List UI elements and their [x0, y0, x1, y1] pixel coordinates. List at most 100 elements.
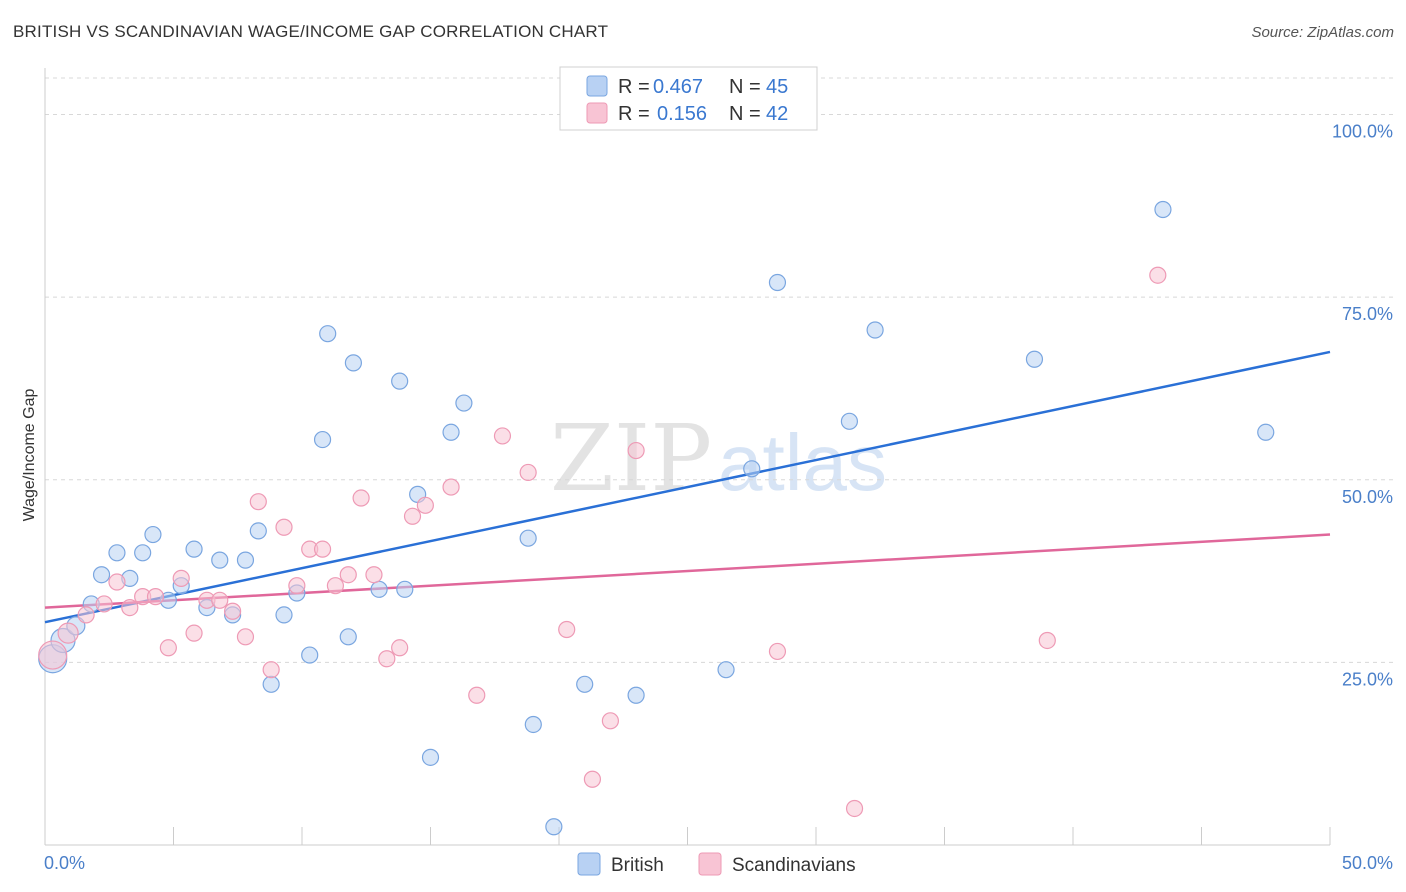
point-british-27 [396, 580, 414, 598]
legend-n-label-british: N = [729, 76, 761, 98]
point-scand-15 [249, 493, 267, 511]
point-scand-33 [558, 620, 576, 639]
legend-bottom: British Scandinavians [577, 852, 856, 876]
legend-r-label-british: R = [618, 76, 650, 98]
point-british-42 [1025, 350, 1044, 368]
point-scand-5 [121, 598, 139, 617]
legend-swatch-scand [586, 102, 608, 124]
legend-n-value-british: 45 [766, 76, 788, 98]
point-scand-28 [416, 496, 434, 514]
point-british-4 [92, 566, 111, 584]
point-british-20 [301, 646, 319, 664]
source-label: Source: ZipAtlas.com [1251, 24, 1394, 41]
point-british-5 [108, 544, 126, 562]
point-scand-3 [95, 595, 113, 613]
point-scand-17 [275, 518, 293, 536]
bottom-legend-label-british: British [611, 855, 664, 876]
point-british-38 [743, 460, 761, 478]
axes [44, 68, 1331, 846]
point-british-37 [717, 661, 735, 679]
point-scand-23 [352, 489, 370, 507]
point-scand-10 [185, 624, 203, 642]
legend-top: R = 0.467 N = 45 R = 0.156 N = 42 [559, 66, 818, 131]
point-british-39 [768, 273, 787, 292]
point-scand-32 [519, 463, 537, 482]
point-scand-13 [224, 602, 242, 620]
point-british-8 [144, 525, 162, 544]
point-british-24 [344, 354, 362, 372]
point-scand-7 [146, 588, 165, 606]
legend-r-value-british: 0.467 [653, 76, 703, 98]
point-scand-20 [313, 540, 332, 558]
point-british-44 [1257, 423, 1275, 441]
point-british-41 [866, 321, 884, 339]
point-british-40 [840, 412, 859, 430]
y-tick-label-2: 75.0% [1342, 304, 1393, 324]
gridlines [45, 77, 1393, 663]
point-scand-37 [768, 642, 787, 661]
trend-line-british [44, 350, 1331, 624]
trend-lines [44, 350, 1331, 624]
point-scand-14 [236, 628, 255, 646]
point-scand-18 [288, 577, 306, 595]
point-british-33 [524, 715, 542, 734]
legend-n-label-scand: N = [729, 103, 761, 125]
bottom-legend-label-scand: Scandinavians [732, 855, 856, 876]
point-british-21 [313, 430, 332, 449]
point-british-18 [275, 606, 293, 624]
legend-n-value-scand: 42 [766, 103, 788, 125]
bottom-legend-swatch-scand [698, 852, 722, 876]
trend-line-scand [44, 533, 1331, 609]
point-scand-27 [403, 507, 422, 525]
bottom-legend-swatch-british [577, 852, 601, 876]
x-tick-min: 0.0% [44, 853, 85, 873]
y-axis-label: Wage/Income Gap [21, 389, 38, 522]
point-scand-24 [365, 566, 383, 584]
y-tick-label-3: 100.0% [1332, 122, 1393, 142]
legend-swatch-british [586, 75, 608, 97]
data-points [38, 200, 1275, 836]
point-scand-0 [38, 640, 68, 670]
point-scand-1 [57, 622, 79, 644]
point-scand-22 [339, 566, 357, 584]
point-scand-2 [77, 606, 95, 624]
point-british-26 [391, 372, 409, 390]
point-scand-21 [326, 577, 345, 595]
point-british-36 [627, 686, 645, 704]
point-british-29 [421, 748, 440, 766]
legend-r-label-scand: R = [618, 103, 650, 125]
point-british-43 [1154, 200, 1172, 219]
y-tick-label-0: 25.0% [1342, 669, 1393, 689]
point-british-16 [249, 522, 267, 540]
point-scand-26 [391, 639, 409, 657]
point-scand-12 [211, 591, 229, 609]
watermark-zip: ZIP [550, 405, 712, 512]
point-british-30 [442, 423, 460, 441]
point-british-15 [236, 551, 255, 569]
point-scand-38 [845, 799, 864, 818]
point-british-23 [339, 628, 357, 646]
point-scand-34 [583, 770, 602, 788]
point-scand-40 [1149, 266, 1167, 284]
legend-r-value-scand: 0.156 [657, 103, 707, 125]
x-tick-max: 50.0% [1342, 853, 1393, 873]
point-scand-9 [172, 569, 190, 587]
point-british-13 [211, 551, 229, 569]
point-british-32 [519, 529, 537, 547]
point-scand-29 [442, 478, 460, 496]
point-british-11 [185, 540, 203, 558]
point-scand-36 [627, 441, 645, 460]
point-scand-25 [378, 650, 396, 668]
point-scand-16 [262, 661, 280, 679]
point-scand-31 [493, 427, 512, 445]
point-scand-30 [468, 686, 486, 704]
y-tick-labels: 25.0% 50.0% 75.0% 100.0% [1332, 122, 1393, 690]
y-tick-label-1: 50.0% [1342, 487, 1393, 507]
point-british-25 [370, 580, 388, 598]
point-british-22 [319, 325, 337, 343]
point-scand-35 [601, 712, 620, 730]
point-british-7 [134, 544, 152, 562]
point-scand-39 [1038, 631, 1056, 650]
chart-title: BRITISH VS SCANDINAVIAN WAGE/INCOME GAP … [13, 22, 609, 41]
